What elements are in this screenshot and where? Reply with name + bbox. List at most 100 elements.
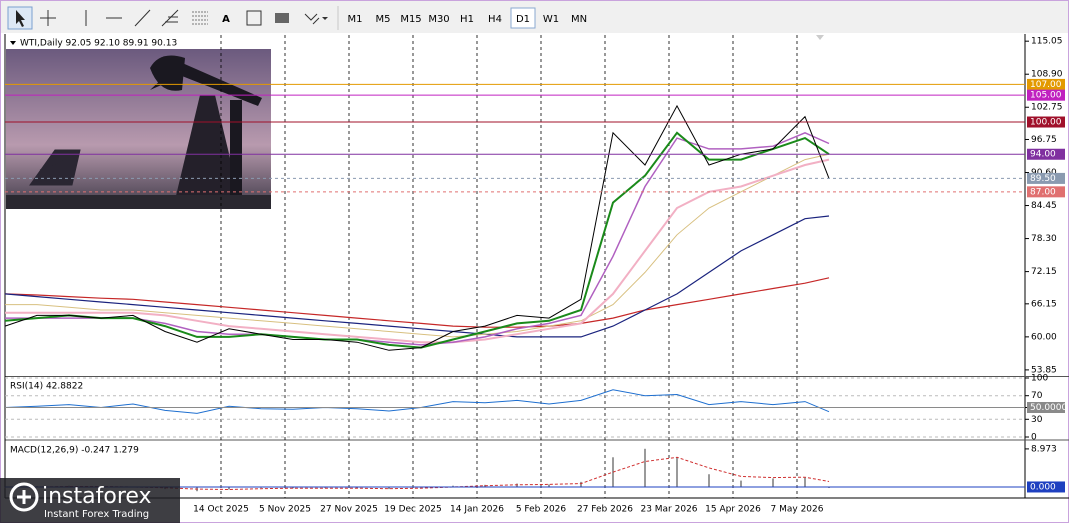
level-label-box [1027, 481, 1065, 493]
timeframe-button[interactable]: M15 [400, 14, 421, 25]
panel-title: MACD(12,26,9) -0.247 1.279 [10, 446, 139, 456]
logo-name: instaforex [42, 484, 152, 509]
level-label-box [1027, 78, 1065, 90]
level-label: 89.50 [1030, 174, 1056, 184]
histogram-bar [644, 448, 646, 487]
histogram-bar [548, 484, 550, 487]
crosshair-tool[interactable] [40, 10, 56, 26]
toolbar: A M1 M5 M15 M30 H1 H4 D1 W1 MN [1, 1, 1068, 33]
y-tick-label: 115.05 [1031, 37, 1063, 47]
trendline-tool[interactable] [134, 9, 151, 27]
histogram-bar [804, 477, 806, 487]
histogram-bar [772, 478, 774, 487]
histogram-bar [452, 485, 454, 487]
level-label: 94.00 [1030, 150, 1056, 160]
x-tick-label: 23 Mar 2026 [640, 505, 697, 515]
ground [6, 195, 271, 209]
y-tick-label: 8.973 [1031, 444, 1057, 454]
symbol-menu[interactable] [10, 41, 16, 45]
y-tick-label: 70 [1031, 391, 1043, 401]
x-tick-label: 14 Jan 2026 [450, 505, 504, 515]
x-tick-label: 15 Apr 2026 [705, 505, 761, 515]
histogram-bar [388, 486, 390, 490]
y-tick-label: 78.30 [1031, 234, 1057, 244]
charts: 14 Oct 2025 5 Nov 2025 27 Nov 2025 19 Dec 2… [4, 35, 1067, 515]
series-line [4, 215, 830, 338]
pump-head [150, 55, 185, 91]
level-label: 105.00 [1030, 91, 1062, 101]
series-line [4, 104, 830, 351]
y-tick-label: 108.90 [1031, 70, 1063, 80]
x-tick-label: 19 Dec 2025 [384, 505, 442, 515]
timeframe-button[interactable]: M5 [376, 14, 391, 25]
pump-distant [29, 149, 81, 186]
logo-tagline: Instant Forex Trading [44, 509, 149, 520]
series-line [5, 456, 830, 491]
histogram-bar [740, 480, 742, 487]
y-tick-label: 53.85 [1031, 365, 1057, 375]
level-label: 50.0000 [1030, 403, 1067, 413]
shift-marker [816, 35, 824, 40]
histogram-bar [292, 486, 294, 489]
timeframe-button[interactable]: D1 [516, 14, 530, 25]
timeframe-button[interactable]: H1 [460, 14, 474, 25]
x-tick-label: 14 Oct 2025 [193, 505, 249, 515]
x-tick-label: 5 Nov 2025 [259, 505, 311, 515]
y-tick-label: 66.15 [1031, 299, 1057, 309]
logo: instaforex Instant Forex Trading [0, 478, 180, 523]
level-label-box [1027, 186, 1065, 198]
logo-icon-cross [17, 490, 31, 504]
series-line [5, 158, 830, 344]
x-tick-label: 5 Feb 2026 [516, 505, 567, 515]
pump-tower [175, 95, 240, 200]
y-tick-label: 96.75 [1031, 135, 1057, 145]
logo-icon [9, 482, 39, 512]
x-tick-label: 7 May 2026 [771, 505, 824, 515]
histogram-bar [356, 486, 358, 489]
y-tick-label: 100 [1031, 374, 1048, 384]
y-tick-label: 0 [1031, 433, 1037, 443]
histogram-bar [580, 481, 582, 487]
panel-title: RSI(14) 42.8822 [10, 382, 83, 392]
level-label: 100.00 [1030, 118, 1062, 128]
oil-photo [6, 49, 271, 209]
y-tick-label: 72.15 [1031, 267, 1057, 277]
x-tick-label: 27 Nov 2025 [320, 505, 378, 515]
y-tick-label: 30 [1031, 415, 1043, 425]
x-tick-label: 27 Feb 2026 [577, 505, 633, 515]
fibo-tool[interactable] [192, 11, 208, 25]
level-label-box [1027, 172, 1065, 184]
channel-tool[interactable] [161, 9, 179, 27]
level-label: 0.000 [1030, 482, 1056, 492]
series-line [5, 153, 830, 338]
level-label-box [1027, 148, 1065, 160]
cursor-icon [16, 10, 25, 27]
timeframe-button[interactable]: M1 [348, 14, 363, 25]
dropdown[interactable] [322, 17, 328, 20]
level-label-box [1027, 116, 1065, 128]
level-label: 107.00 [1030, 80, 1062, 90]
histogram-bar [708, 474, 710, 487]
y-tick-label: 84.45 [1031, 201, 1057, 211]
histogram-bar [676, 457, 678, 487]
y-tick-label: 102.75 [1031, 103, 1063, 113]
active-timeframe [510, 7, 536, 29]
panel-title: WTI,Daily 92.05 92.10 89.91 90.13 [20, 39, 177, 49]
label-tool[interactable] [246, 10, 262, 26]
level-label-box [1027, 402, 1065, 413]
y-tick-label: 60.00 [1031, 332, 1057, 342]
level-label: 87.00 [1030, 187, 1056, 197]
timeframe-button[interactable]: H4 [488, 14, 502, 25]
level-label-box [1027, 89, 1065, 101]
series-line [4, 277, 830, 328]
timeframe-button[interactable]: MN [571, 14, 587, 25]
histogram-bar [228, 486, 230, 490]
timeframe-button[interactable]: W1 [543, 14, 559, 25]
rect-tool[interactable] [275, 13, 289, 23]
timeframe-button[interactable]: M30 [428, 14, 449, 25]
histogram-bar [828, 486, 830, 489]
pump-arm [230, 100, 242, 200]
arrows-tool[interactable] [304, 13, 320, 25]
text-tool[interactable]: A [222, 14, 230, 25]
